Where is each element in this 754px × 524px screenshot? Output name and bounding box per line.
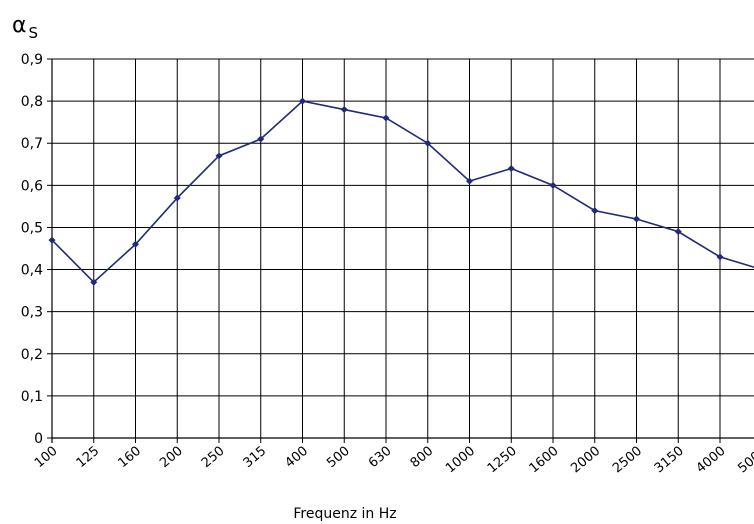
data-point [716, 253, 724, 261]
y-tick-label: 0,1 [21, 389, 43, 405]
data-point [549, 181, 557, 189]
x-tick-labels: 100 125 160 200 250 315 400 500 630 800 1000 1250 16… [32, 444, 754, 477]
data-point [90, 278, 98, 286]
series-group [48, 97, 754, 286]
data-point [340, 106, 348, 114]
x-tick-label: 2000 [568, 444, 603, 477]
data-point [215, 152, 223, 160]
y-tick-labels: 0 0,1 0,2 0,3 0,4 0,5 0,6 0,7 0,8 0,9 [21, 52, 43, 447]
series-line [51, 100, 754, 284]
y-tick-label: 0,9 [21, 52, 43, 68]
x-tick-label: 500 [324, 444, 353, 471]
x-tick-label: 400 [282, 444, 311, 471]
y-tick-label: 0,2 [21, 347, 43, 363]
data-point [674, 228, 682, 236]
y-tick-label: 0,8 [21, 94, 43, 110]
y-tick-label: 0,5 [21, 220, 43, 236]
data-point [466, 177, 473, 185]
x-tick-label: 1250 [485, 444, 520, 477]
data-point [591, 207, 599, 215]
data-point [633, 215, 640, 223]
x-tick-label: 315 [241, 444, 270, 471]
axes [47, 58, 754, 443]
data-point [173, 194, 181, 202]
plot-area [52, 59, 754, 438]
x-tick-label: 1600 [527, 444, 562, 477]
x-axis-label: Frequenz in Hz [293, 506, 396, 522]
y-axis-label-subscript: S [29, 24, 39, 42]
y-tick-label: 0,3 [21, 305, 43, 321]
data-point [507, 164, 515, 172]
x-tick-label: 3150 [652, 444, 687, 477]
grid [52, 58, 754, 438]
x-tick-label: 4000 [694, 444, 729, 477]
data-point [424, 139, 432, 147]
x-tick-label: 800 [408, 444, 437, 471]
data-point [48, 236, 56, 244]
y-tick-label: 0,6 [21, 178, 43, 194]
x-tick-label: 5000 [735, 444, 754, 477]
y-tick-label: 0,7 [21, 136, 43, 152]
x-tick-label: 1000 [443, 444, 478, 477]
plot-background [52, 59, 754, 438]
data-point [299, 97, 306, 105]
x-tick-label: 200 [157, 444, 186, 471]
data-point [382, 114, 390, 122]
data-point [257, 135, 265, 143]
x-tick-label: 250 [199, 444, 228, 471]
x-tick-label: 100 [32, 444, 61, 471]
data-point [132, 240, 139, 248]
y-tick-label: 0,4 [21, 263, 43, 279]
x-tick-label: 2500 [610, 444, 645, 477]
x-tick-label: 630 [366, 444, 395, 471]
x-tick-label: 160 [115, 444, 144, 471]
x-tick-label: 125 [74, 444, 103, 471]
y-axis-label-main: α [12, 13, 27, 38]
y-tick-label: 0 [34, 431, 43, 447]
